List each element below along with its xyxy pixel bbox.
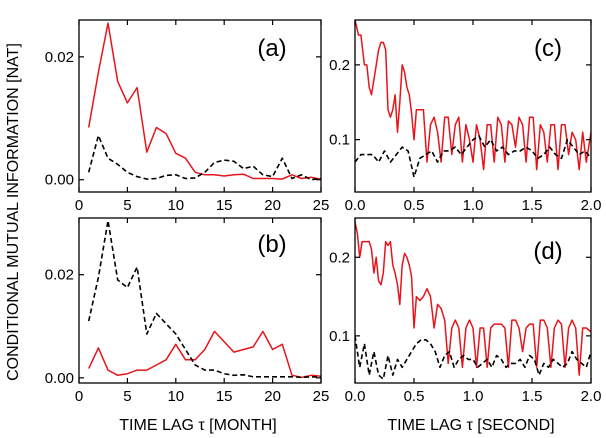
x-tick-label: 1.5 <box>522 388 543 405</box>
panel-label: (a) <box>257 35 286 62</box>
x-tick-label: 2.0 <box>581 388 602 405</box>
x-tick-label: 1.0 <box>463 388 484 405</box>
x-tick-label: 15 <box>216 388 233 405</box>
y-tick-label: 0.02 <box>45 49 74 66</box>
x-tick-label: 5 <box>123 388 131 405</box>
solid-series-line <box>355 20 591 171</box>
panel-label: (c) <box>534 35 562 62</box>
solid-series-line <box>87 22 321 180</box>
plot-frame <box>78 217 322 384</box>
solid-series-line <box>355 221 591 376</box>
panel-3: 0.0 0.5 1.0 1.5 2.0 0.1 0.2 (c) <box>329 19 602 214</box>
dashed-series-line <box>87 134 321 181</box>
dashed-series-line <box>355 135 591 178</box>
panel-1: 0 5 10 15 20 25 0.00 0.02 (a) <box>45 19 330 214</box>
x-tick-label: 0 <box>75 197 83 214</box>
panels: 0 5 10 15 20 25 0.00 0.02 (a) 0 5 10 15 20 25 0.00 0.02 (… <box>45 19 602 405</box>
x-tick-label: 0.0 <box>345 388 366 405</box>
x-tick-label: 2.0 <box>581 197 602 214</box>
x-tick-label: 10 <box>167 388 184 405</box>
x-tick-label: 20 <box>264 197 281 214</box>
x-axis-label-right: TIME LAG τ [SECOND] <box>387 417 554 434</box>
y-tick-label: 0.2 <box>329 249 350 266</box>
x-tick-label: 25 <box>313 197 330 214</box>
plot-frame <box>78 19 322 193</box>
y-tick-label: 0.00 <box>45 172 74 189</box>
panel-label: (b) <box>257 231 286 258</box>
x-tick-label: 1.0 <box>463 197 484 214</box>
x-tick-label: 0 <box>75 388 83 405</box>
y-tick-label: 0.2 <box>329 57 350 74</box>
x-tick-label: 25 <box>313 388 330 405</box>
panel-4: 0.0 0.5 1.0 1.5 2.0 0.1 0.2 (d) <box>329 217 602 405</box>
x-tick-label: 0.5 <box>404 197 425 214</box>
y-tick-label: 0.00 <box>45 370 74 387</box>
x-tick-label: 20 <box>264 388 281 405</box>
solid-series-line <box>88 330 321 379</box>
x-tick-label: 0.0 <box>345 197 366 214</box>
dashed-series-line <box>87 219 321 379</box>
y-tick-label: 0.02 <box>45 267 74 284</box>
x-tick-label: 15 <box>216 197 233 214</box>
dashed-series-line <box>355 335 591 380</box>
panel-2: 0 5 10 15 20 25 0.00 0.02 (b) <box>45 217 330 405</box>
y-axis-label: CONDITIONAL MUTUAL INFORMATION [NAT] <box>5 43 22 381</box>
x-tick-label: 1.5 <box>522 197 543 214</box>
y-tick-label: 0.1 <box>329 328 350 345</box>
x-tick-label: 5 <box>123 197 131 214</box>
x-axis-label-left: TIME LAG τ [MONTH] <box>119 417 276 434</box>
y-tick-label: 0.1 <box>329 132 350 149</box>
panel-label: (d) <box>533 238 562 265</box>
x-tick-label: 0.5 <box>404 388 425 405</box>
x-tick-label: 10 <box>167 197 184 214</box>
